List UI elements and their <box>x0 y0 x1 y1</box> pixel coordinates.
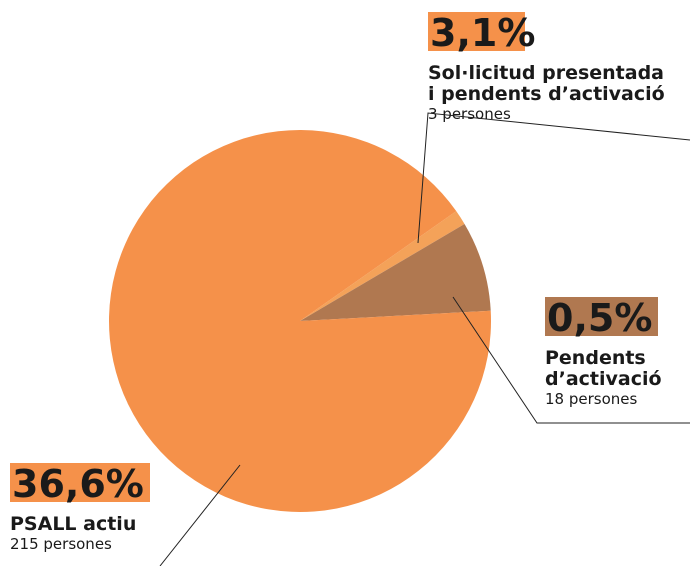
leader-line <box>452 296 690 424</box>
category-label: d’activació <box>545 368 662 390</box>
category-label: PSALL actiu <box>10 513 136 535</box>
leader-line <box>417 112 691 244</box>
category-label: Pendents <box>545 347 646 369</box>
percent-label: 36,6% <box>12 462 144 506</box>
percent-label: 0,5% <box>547 296 652 340</box>
percent-label-bg <box>545 297 658 336</box>
pie-slice <box>300 211 465 321</box>
percent-label: 3,1% <box>430 11 535 55</box>
percent-label-bg <box>428 12 525 51</box>
count-label: 3 persones <box>428 105 511 123</box>
leader-line <box>159 464 241 566</box>
pie <box>109 129 491 512</box>
pie-slice <box>109 129 491 512</box>
count-label: 18 persones <box>545 390 637 408</box>
percent-label-bg <box>10 463 150 502</box>
pie-slice <box>300 223 491 321</box>
category-label: Sol·licitud presentada <box>428 62 664 84</box>
category-label: i pendents d’activació <box>428 83 665 105</box>
count-label: 215 persones <box>10 535 112 553</box>
